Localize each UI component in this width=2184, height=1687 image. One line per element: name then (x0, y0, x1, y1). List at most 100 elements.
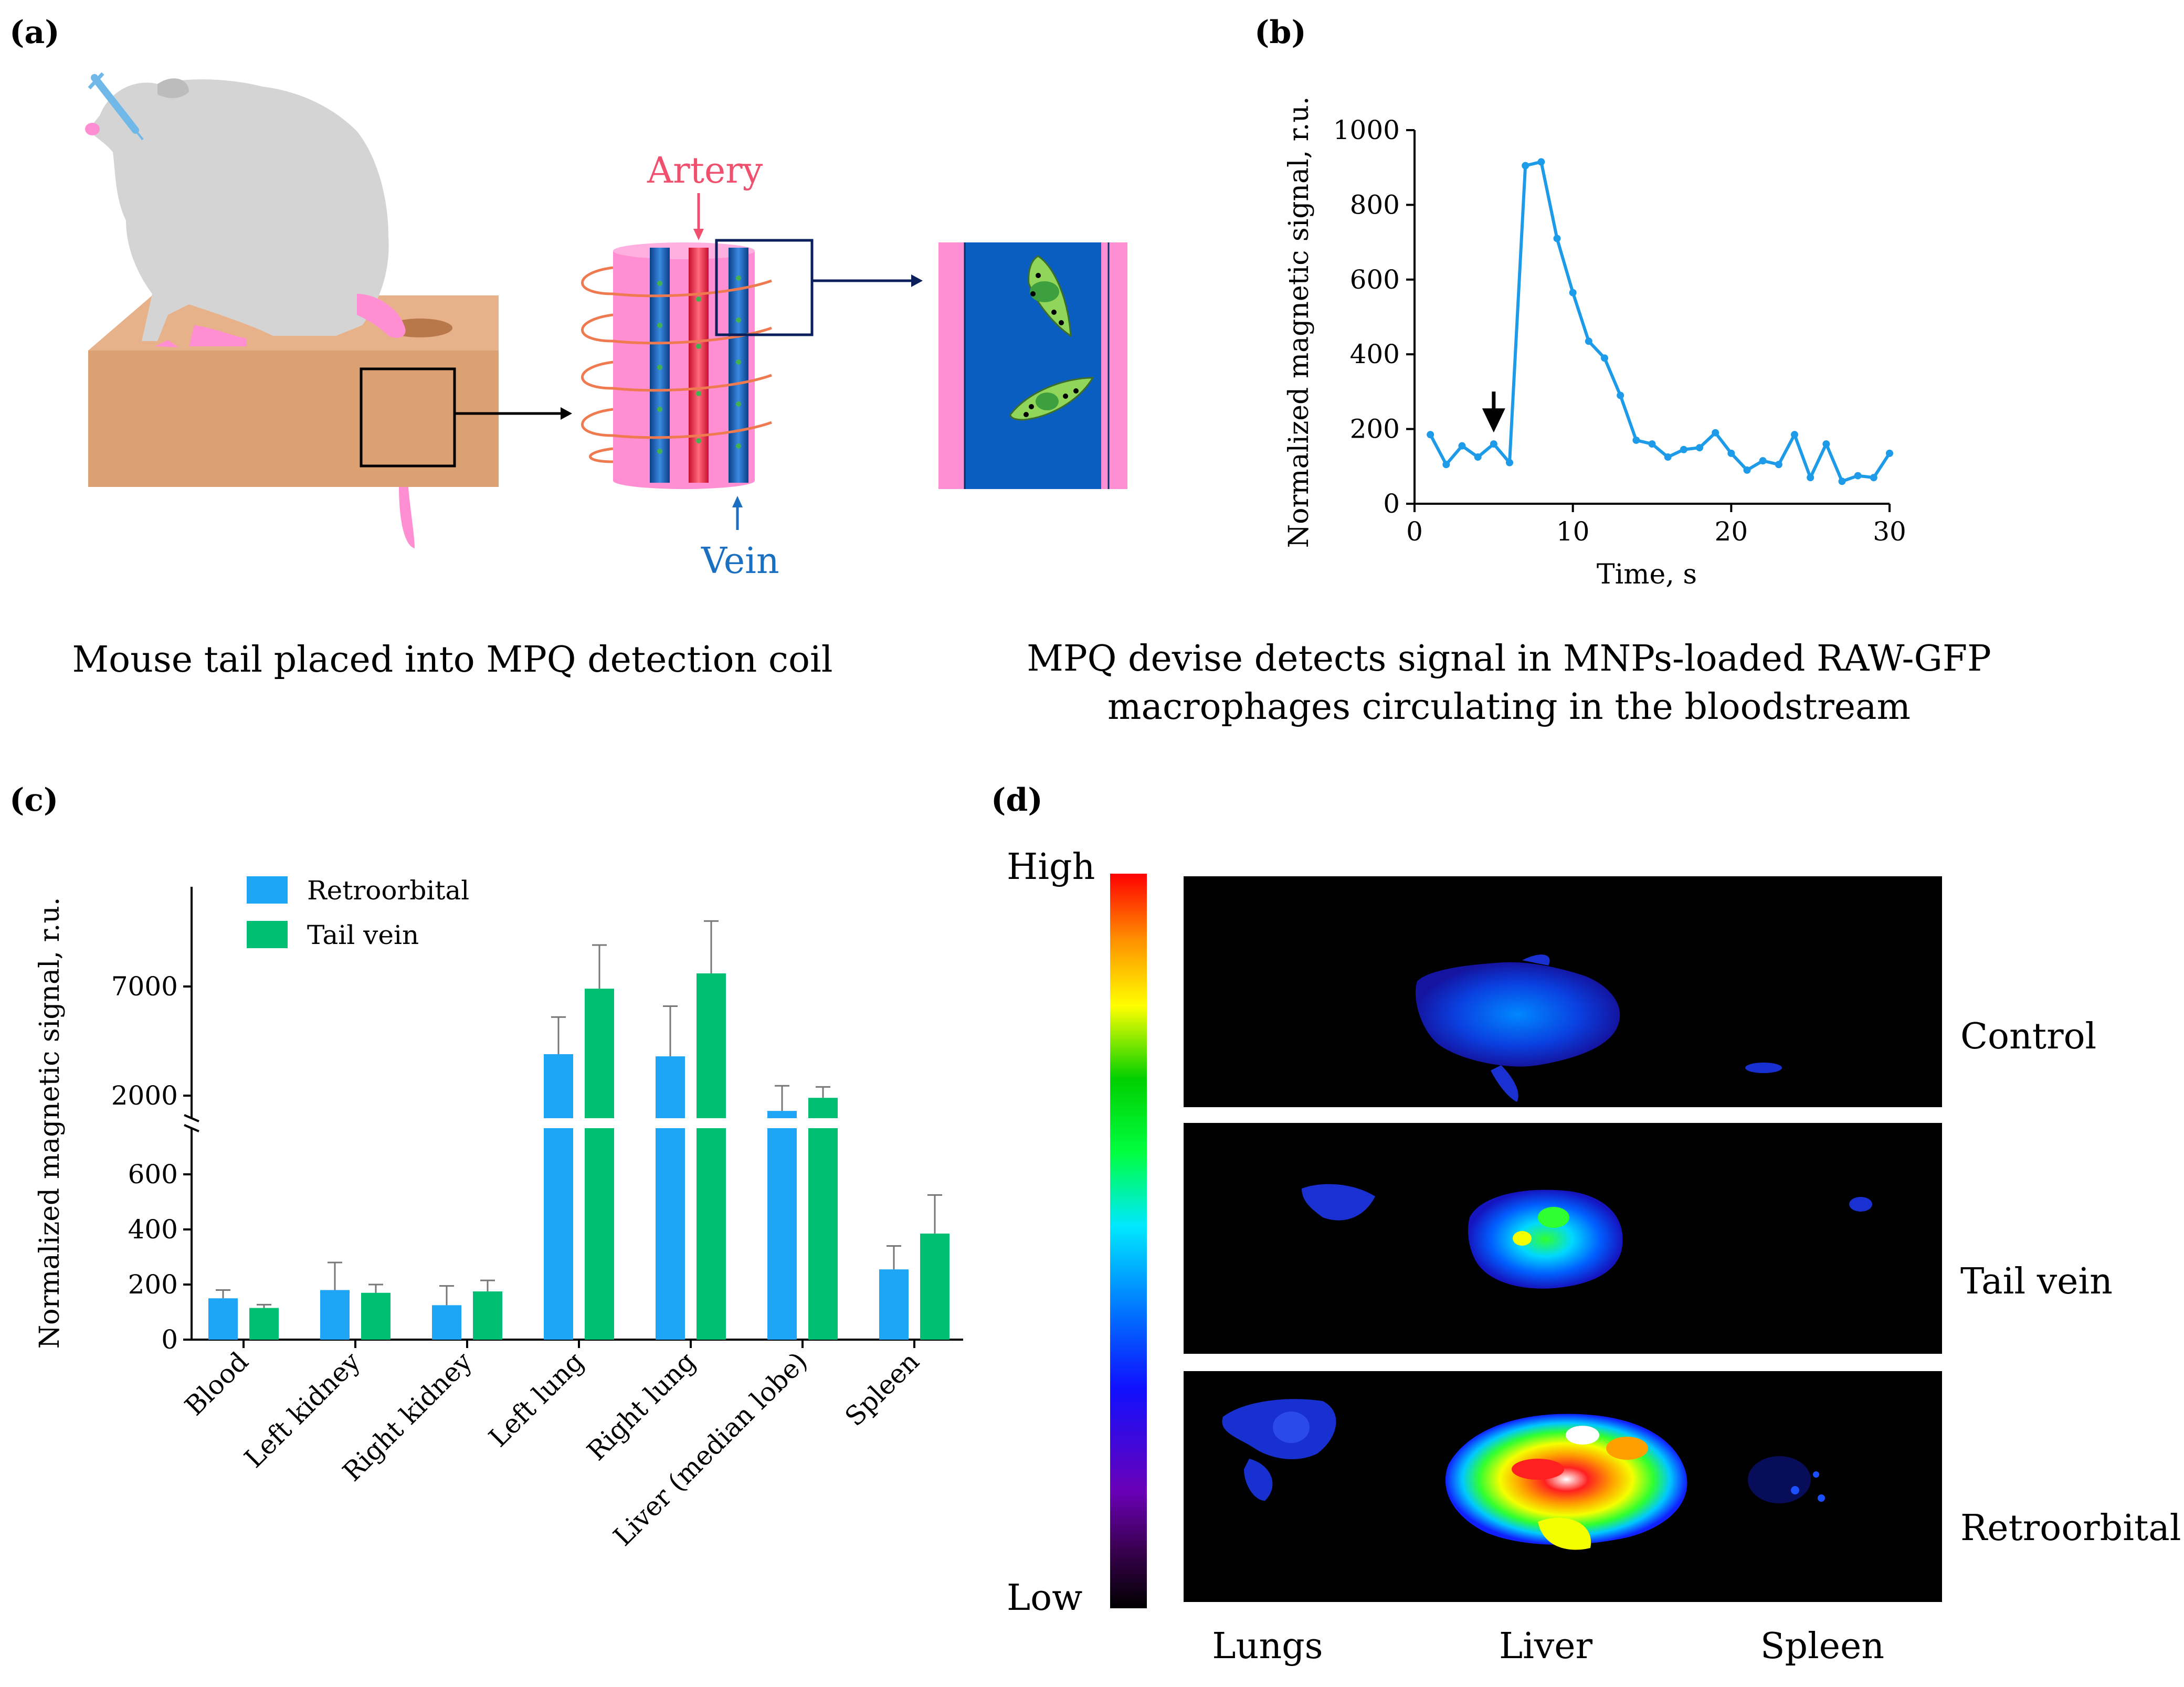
panel-a-caption: Mouse tail placed into MPQ detection coi… (72, 639, 833, 681)
panel-b-label: (b) (1254, 14, 1306, 51)
imaging-row-control: Control (1184, 876, 2096, 1107)
panel-a: (a) (9, 14, 1127, 681)
tail (399, 487, 415, 548)
panel-b: (b) 0 200 400 600 800 1000 0 10 20 30 Time, s Norma… (1027, 14, 1991, 728)
zoom-box-tail (360, 367, 456, 468)
line-chart: 0 200 400 600 800 1000 0 10 20 30 Time, s Normalize… (1283, 97, 1906, 590)
bar (473, 1291, 502, 1340)
imaging-row-tail-vein: Tail vein (1184, 1123, 2113, 1354)
data-point (1427, 431, 1434, 439)
data-point (1553, 235, 1561, 242)
row-label-tail-vein: Tail vein (1960, 1261, 2113, 1302)
data-point (1854, 472, 1862, 480)
x-tick-label: Blood (179, 1346, 255, 1421)
column-label-liver: Liver (1499, 1626, 1593, 1667)
y-tick-label: 600 (128, 1159, 178, 1190)
macrophage-cell (1028, 255, 1072, 337)
row-label-retroorbital: Retroorbital (1960, 1508, 2181, 1549)
data-point (1727, 449, 1735, 457)
bar-chart: 0 200 400 600 2000 7000 Normalized magnetic si… (34, 875, 963, 1552)
y-tick-label: 600 (1350, 264, 1400, 295)
y-tick-label: 400 (1350, 339, 1400, 369)
bar (656, 1056, 685, 1118)
bar (767, 1128, 797, 1340)
x-axis-title: Time, s (1597, 559, 1697, 590)
y-tick-label: 2000 (111, 1080, 178, 1111)
y-tick-label: 0 (1383, 489, 1400, 519)
scale-low-label: Low (1007, 1577, 1082, 1619)
y-axis-title: Normalized magnetic signal, r.u. (34, 897, 66, 1349)
data-point (1474, 453, 1482, 461)
data-point (1696, 444, 1703, 452)
data-point (1759, 457, 1767, 465)
zoom-arrow-1-head (561, 407, 572, 420)
x-tick-label: 10 (1556, 516, 1590, 547)
box-front (88, 351, 499, 487)
data-point (1712, 429, 1719, 437)
data-point (1807, 474, 1814, 482)
coil-vessels: Artery Vein (581, 150, 923, 582)
panel-c-label: (c) (9, 782, 58, 819)
imaging-row-retroorbital: Retroorbital (1184, 1371, 2181, 1602)
x-tick-label: Liver (median lobe) (607, 1346, 813, 1552)
axis-break-mark (184, 1124, 199, 1132)
macrophage-cell (1009, 377, 1094, 421)
intensity-color-scale (1110, 874, 1147, 1608)
mouse-illustration (85, 72, 415, 548)
vessel-dots (657, 275, 741, 454)
panel-b-caption-line1: MPQ devise detects signal in MNPs-loaded… (1027, 638, 1991, 680)
panel-d-label: (d) (991, 782, 1043, 819)
data-point (1458, 442, 1466, 450)
data-point (1617, 391, 1624, 399)
data-point (1522, 162, 1529, 169)
data-point (1886, 449, 1893, 457)
x-tick-label: Right lung (581, 1346, 701, 1466)
data-point (1442, 461, 1450, 469)
bar (361, 1292, 391, 1340)
data-point (1838, 478, 1846, 485)
x-tick-label: Spleen (839, 1346, 925, 1432)
legend-label: Retroorbital (307, 875, 469, 906)
legend-label: Tail vein (307, 920, 419, 950)
bar (249, 1308, 279, 1340)
bar (808, 1098, 838, 1118)
legend-swatch (247, 876, 288, 904)
column-label-lungs: Lungs (1212, 1626, 1323, 1667)
bar (544, 1128, 573, 1340)
data-point (1569, 289, 1577, 296)
data-point (1870, 474, 1877, 482)
data-point (1648, 440, 1656, 448)
bar (656, 1128, 685, 1340)
bar (208, 1298, 238, 1340)
row-label-control: Control (1960, 1016, 2096, 1057)
data-point (1585, 337, 1592, 345)
bar (432, 1305, 461, 1340)
y-axis-title: Normalized magnetic signal, r.u. (1283, 97, 1315, 548)
bar (585, 1128, 614, 1340)
y-tick-label: 200 (128, 1269, 178, 1300)
artery-pointer-head (693, 229, 704, 240)
zoomed-vein (938, 242, 1127, 489)
series-line (1429, 160, 1891, 483)
vein-label: Vein (701, 540, 779, 582)
panel-d: (d) High Low Control Tail vein (991, 782, 2181, 1667)
syringe (88, 72, 144, 141)
panel-b-caption-line2: macrophages circulating in the bloodstre… (1107, 686, 1911, 728)
bar (808, 1128, 838, 1340)
data-point (1601, 354, 1608, 362)
artery-vessel (689, 248, 709, 483)
y-tick-label: 800 (1350, 189, 1400, 220)
artery-label: Artery (647, 150, 763, 192)
detection-coil (581, 266, 772, 463)
panel-a-label: (a) (9, 14, 60, 51)
zoom-arrow-2-head (911, 274, 923, 287)
scale-high-label: High (1007, 846, 1095, 888)
x-tick-label: 0 (1406, 516, 1423, 547)
bar (544, 1054, 573, 1118)
x-tick-label: Left kidney (239, 1346, 367, 1474)
bar (697, 973, 726, 1118)
panel-c: (c) 0 200 400 600 2000 7000 Normalized magneti… (9, 782, 963, 1552)
injection-arrow-head (1482, 408, 1505, 433)
data-point (1490, 440, 1497, 448)
